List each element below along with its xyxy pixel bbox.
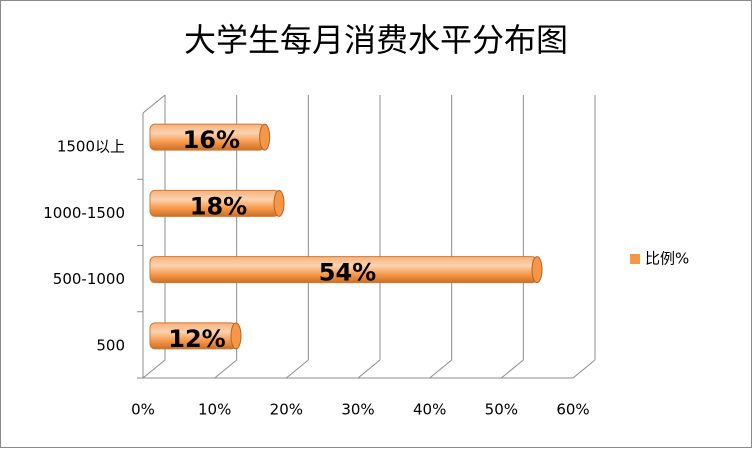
value-label: 12% xyxy=(168,325,225,353)
grid-floor xyxy=(429,359,452,379)
grid-floor xyxy=(572,359,596,379)
x-tick-label: 30% xyxy=(341,401,374,419)
grid-floor xyxy=(214,359,237,379)
grid-floor xyxy=(501,359,524,379)
legend-label: 比例% xyxy=(645,250,689,268)
y-tick-label: 1500以上 xyxy=(57,138,125,156)
axis-wall xyxy=(142,94,166,114)
x-tick-label: 0% xyxy=(131,401,155,419)
y-tick-label: 1000-1500 xyxy=(43,204,125,222)
grid-floor xyxy=(357,359,381,379)
x-tick-label: 20% xyxy=(270,401,303,419)
y-tick-label: 500 xyxy=(96,336,125,354)
value-label: 54% xyxy=(319,259,376,287)
bar-cap xyxy=(273,189,285,217)
value-label: 18% xyxy=(190,192,247,220)
y-tick-label: 500-1000 xyxy=(53,270,125,288)
grid-floor xyxy=(286,359,309,379)
grid-floor xyxy=(142,359,166,379)
bar-cap xyxy=(531,256,543,284)
legend-swatch xyxy=(630,254,640,264)
x-tick-label: 10% xyxy=(198,401,231,419)
chart-title: 大学生每月消费水平分布图 xyxy=(184,21,568,59)
bar-cap xyxy=(259,123,271,151)
x-tick-label: 40% xyxy=(413,401,446,419)
bar-cap xyxy=(230,322,242,350)
x-tick-label: 50% xyxy=(485,401,518,419)
value-label: 16% xyxy=(183,126,240,154)
x-tick-label: 60% xyxy=(556,401,589,419)
